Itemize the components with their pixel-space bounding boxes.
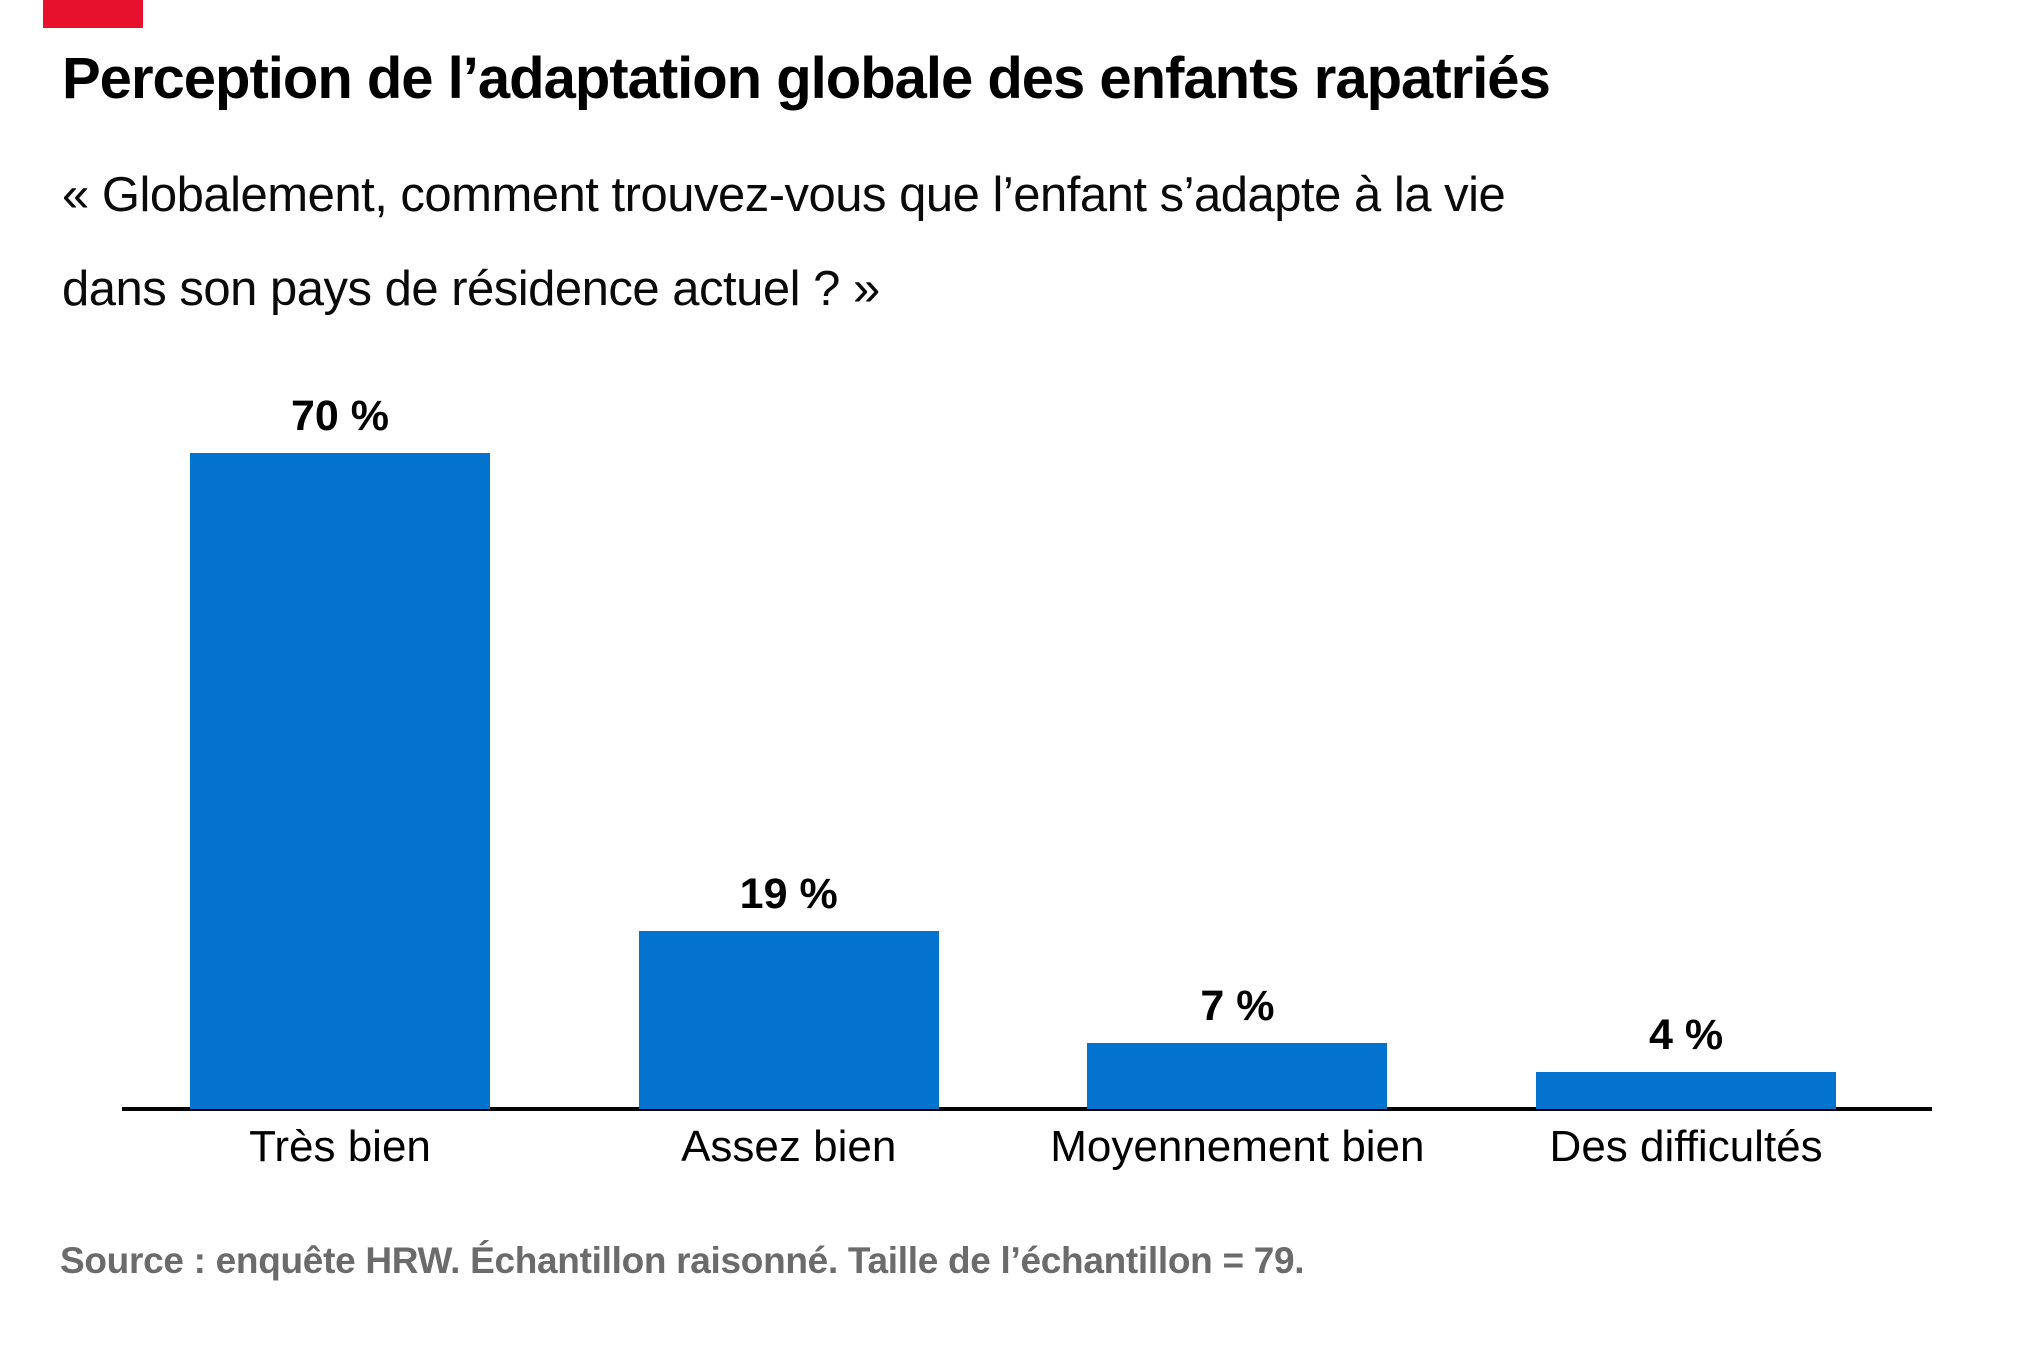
source-note: Source : enquête HRW. Échantillon raison… (60, 1240, 1305, 1281)
category-label-tres-bien: Très bien (249, 1122, 431, 1171)
red-brand-mark (43, 0, 143, 28)
bar-tres-bien (190, 453, 490, 1109)
value-label-des-difficultes: 4 % (1649, 1011, 1724, 1059)
category-label-des-difficultes: Des difficultés (1549, 1122, 1823, 1171)
bar-des-difficultes (1536, 1072, 1837, 1109)
bar-moyennement-bien (1087, 1043, 1388, 1109)
chart-title: Perception de l’adaptation globale des e… (62, 46, 1551, 111)
value-label-moyennement-bien: 7 % (1200, 982, 1275, 1030)
subtitle-line-2: dans son pays de résidence actuel ? » (62, 262, 880, 316)
value-label-assez-bien: 19 % (739, 870, 838, 918)
value-label-tres-bien: 70 % (290, 392, 389, 440)
subtitle-line-1: « Globalement, comment trouvez-vous que … (62, 168, 1506, 222)
x-axis-line (122, 1107, 1932, 1111)
chart-subtitle: « Globalement, comment trouvez-vous que … (62, 148, 1962, 336)
category-label-assez-bien: Assez bien (681, 1122, 897, 1171)
category-label-moyennement-bien: Moyennement bien (1050, 1122, 1425, 1171)
bar-assez-bien (638, 931, 939, 1109)
